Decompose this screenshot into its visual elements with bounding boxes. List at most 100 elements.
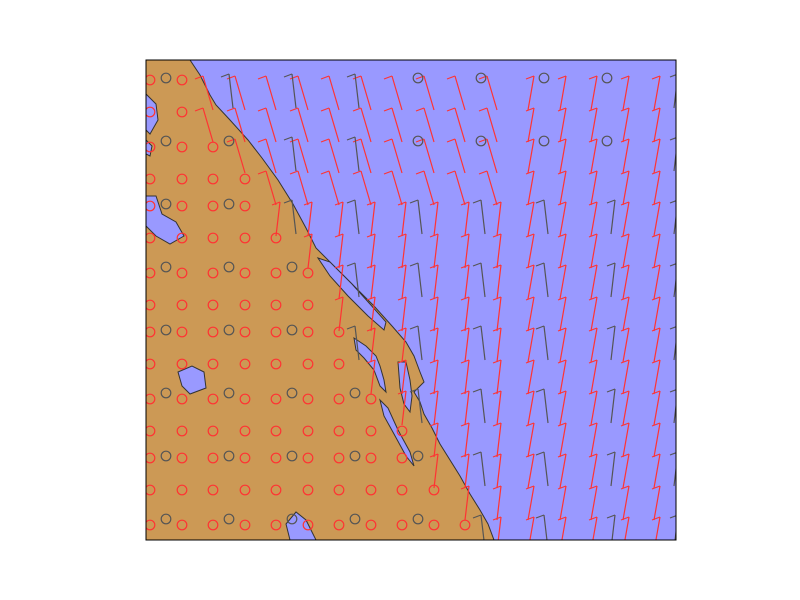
calm-circle xyxy=(176,393,188,405)
calm-circle xyxy=(176,358,188,370)
wind-barb-tick xyxy=(415,170,425,175)
wind-barb xyxy=(401,327,407,363)
wind-barb-tick xyxy=(557,516,567,521)
wind-barb-tick xyxy=(472,451,482,456)
calm-circle xyxy=(302,299,314,311)
calm-circle xyxy=(176,200,188,212)
wind-barb xyxy=(543,451,549,487)
wind-barb xyxy=(624,516,630,540)
wind-barb xyxy=(622,233,630,269)
wind-barb-tick xyxy=(460,327,470,332)
calm-circle xyxy=(270,358,282,370)
wind-barb-tick xyxy=(535,199,545,204)
wind-barb xyxy=(391,138,403,174)
calm-circle xyxy=(207,267,219,279)
wind-barb-tick xyxy=(226,75,236,80)
wind-barb-tick xyxy=(303,201,313,206)
wind-barb-tick xyxy=(289,75,299,80)
wind-barb-tick xyxy=(352,170,362,175)
wind-barb-tick xyxy=(472,262,482,267)
wind-barb xyxy=(496,201,502,237)
calm-circle xyxy=(176,141,188,153)
calm-circle xyxy=(601,72,613,84)
wind-barb-tick xyxy=(492,516,502,521)
wind-barb xyxy=(610,451,616,487)
wind-barb xyxy=(559,422,567,458)
wind-barb-tick xyxy=(557,359,567,364)
wind-barb xyxy=(543,325,549,361)
calm-circle xyxy=(365,484,377,496)
calm-circle xyxy=(176,484,188,496)
wind-barb-tick xyxy=(669,263,676,267)
calm-circle xyxy=(176,326,188,338)
wind-barb xyxy=(496,296,502,332)
wind-barb xyxy=(370,264,376,300)
wind-barb xyxy=(417,325,423,361)
wind-barb-tick xyxy=(588,201,598,206)
wind-barb-tick xyxy=(257,107,267,112)
wind-barb xyxy=(496,327,502,363)
wind-barb-tick xyxy=(492,233,502,238)
wind-barb-tick xyxy=(525,75,535,80)
wind-barb xyxy=(265,75,277,111)
calm-circle xyxy=(146,173,156,185)
calm-circle xyxy=(270,393,282,405)
wind-barb-tick xyxy=(346,325,356,330)
wind-barb-tick xyxy=(194,107,204,112)
wind-barb-tick xyxy=(588,485,598,490)
wind-barb-tick xyxy=(606,262,616,267)
calm-circle xyxy=(538,135,550,147)
wind-barb xyxy=(275,201,281,237)
land-mass xyxy=(146,60,495,540)
wind-barb xyxy=(291,136,297,172)
calm-circle xyxy=(412,135,424,147)
calm-circle xyxy=(207,484,219,496)
wind-barb-tick xyxy=(535,325,545,330)
wind-barb-tick xyxy=(352,107,362,112)
wind-barb xyxy=(610,262,616,298)
wind-barb-tick xyxy=(557,327,567,332)
wind-barb xyxy=(653,264,661,300)
calm-circle xyxy=(365,393,377,405)
wind-barb xyxy=(559,201,567,237)
map-content xyxy=(146,60,676,540)
calm-circle xyxy=(146,358,156,370)
wind-barb xyxy=(328,170,340,206)
wind-barb xyxy=(673,211,676,235)
wind-barb-tick xyxy=(588,390,598,395)
calm-circle xyxy=(365,425,377,437)
wind-barb-tick xyxy=(557,107,567,112)
wind-barb xyxy=(391,170,403,206)
wind-barb xyxy=(622,75,630,111)
wind-barb xyxy=(464,201,470,237)
wind-barb xyxy=(391,107,403,143)
wind-barb xyxy=(653,75,661,111)
wind-barb xyxy=(433,422,439,458)
wind-barb xyxy=(354,199,360,235)
calm-circle xyxy=(176,425,188,437)
wind-barb-tick xyxy=(557,453,567,458)
calm-circle xyxy=(302,326,314,338)
wind-barb-tick xyxy=(492,201,502,206)
calm-circle xyxy=(302,425,314,437)
wind-barb xyxy=(370,233,376,269)
wind-barb-tick xyxy=(525,138,535,143)
calm-circle xyxy=(160,450,172,462)
calm-circle xyxy=(207,326,219,338)
calm-circle xyxy=(333,452,345,464)
calm-circle xyxy=(239,232,251,244)
wind-barb xyxy=(265,138,277,174)
wind-barb-tick xyxy=(257,170,267,175)
calm-circle xyxy=(146,452,156,464)
calm-circle xyxy=(146,200,156,212)
wind-barb xyxy=(464,327,470,363)
wind-barb-tick xyxy=(397,264,407,269)
wind-barb xyxy=(496,390,502,426)
wind-barb xyxy=(590,359,598,395)
calm-circle xyxy=(176,232,188,244)
calm-circle xyxy=(146,299,156,311)
calm-circle xyxy=(146,232,156,244)
wind-barb xyxy=(590,170,598,206)
wind-barb xyxy=(370,327,376,363)
lake xyxy=(146,195,185,245)
